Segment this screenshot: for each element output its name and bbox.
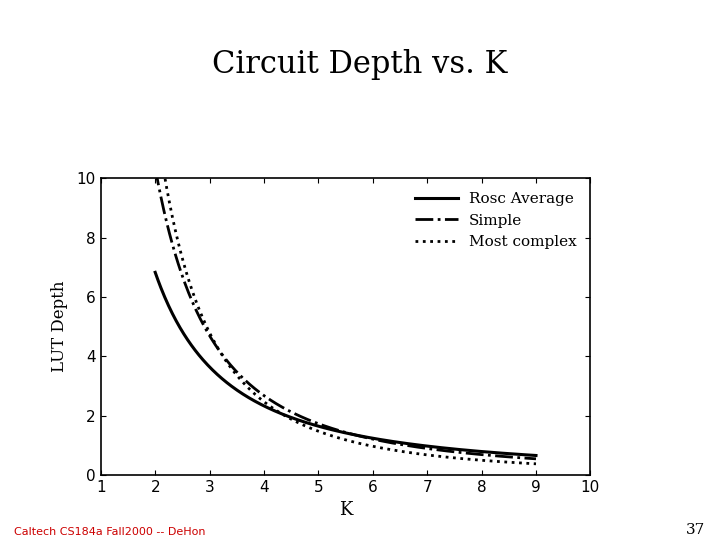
Text: Caltech CS184a Fall2000 -- DeHon: Caltech CS184a Fall2000 -- DeHon <box>14 527 206 537</box>
Most complex <box>275 409 284 416</box>
Most complex <box>302 423 310 429</box>
Simple <box>390 440 399 447</box>
Rosc Average <box>197 354 205 361</box>
X-axis label: K: K <box>339 501 352 518</box>
Line: Most complex: Most complex <box>156 113 536 464</box>
Rosc Average <box>302 419 310 426</box>
Text: Circuit Depth vs. K: Circuit Depth vs. K <box>212 49 508 80</box>
Line: Simple: Simple <box>156 168 536 459</box>
Simple <box>302 416 310 422</box>
Simple <box>531 456 540 462</box>
Most complex <box>151 110 160 117</box>
Y-axis label: LUT Depth: LUT Depth <box>51 281 68 373</box>
Rosc Average <box>426 443 434 450</box>
Text: 37: 37 <box>686 523 706 537</box>
Simple <box>151 165 160 171</box>
Line: Rosc Average: Rosc Average <box>156 272 536 455</box>
Simple <box>426 446 434 452</box>
Most complex <box>531 461 540 467</box>
Rosc Average <box>275 410 284 416</box>
Most complex <box>197 310 205 317</box>
Rosc Average <box>151 269 160 275</box>
Most complex <box>426 452 434 458</box>
Rosc Average <box>531 452 540 458</box>
Rosc Average <box>428 443 436 450</box>
Legend: Rosc Average, Simple, Most complex: Rosc Average, Simple, Most complex <box>409 186 582 255</box>
Simple <box>197 317 205 323</box>
Simple <box>428 446 436 453</box>
Most complex <box>428 452 436 458</box>
Rosc Average <box>390 438 399 445</box>
Simple <box>275 402 284 409</box>
Most complex <box>390 447 399 454</box>
